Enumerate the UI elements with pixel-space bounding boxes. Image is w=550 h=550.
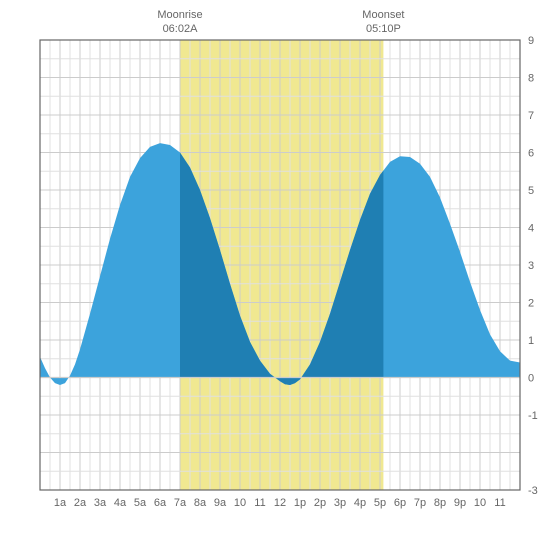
x-tick-label: 7a [174,497,187,509]
y-tick-label: 6 [528,148,534,160]
y-tick-label: 7 [528,110,534,122]
x-tick-label: 11 [254,497,265,509]
y-tick-label: 4 [528,223,534,235]
y-tick-label: -3 [528,485,538,497]
x-tick-label: 3p [334,497,346,509]
y-tick-label: -1 [528,410,538,422]
y-tick-label: 9 [528,35,534,47]
x-tick-label: 9p [454,497,466,509]
moonrise-label: Moonrise [157,9,202,21]
y-tick-label: 8 [528,73,534,85]
x-tick-label: 2p [314,497,326,509]
x-tick-label: 4p [354,497,366,509]
x-tick-label: 5p [374,497,386,509]
moonset-label: Moonset [362,9,404,21]
x-tick-label: 11 [494,497,505,509]
x-tick-label: 8p [434,497,446,509]
y-tick-label: 3 [528,260,534,272]
x-tick-label: 2a [74,497,87,509]
x-tick-label: 5a [134,497,147,509]
x-tick-label: 6p [394,497,406,509]
x-tick-label: 10 [234,497,246,509]
moonrise-time: 06:02A [163,23,199,35]
tide-chart: 1a2a3a4a5a6a7a8a9a1011121p2p3p4p5p6p7p8p… [0,0,550,550]
x-tick-label: 3a [94,497,107,509]
x-tick-label: 12 [274,497,286,509]
x-tick-label: 8a [194,497,207,509]
x-tick-label: 9a [214,497,227,509]
y-tick-label: 0 [528,373,534,385]
x-tick-label: 1p [294,497,306,509]
x-tick-label: 4a [114,497,127,509]
x-tick-label: 10 [474,497,486,509]
x-tick-label: 7p [414,497,426,509]
y-tick-label: 2 [528,298,534,310]
y-tick-label: 5 [528,185,534,197]
x-tick-label: 1a [54,497,67,509]
x-tick-label: 6a [154,497,167,509]
chart-svg: 1a2a3a4a5a6a7a8a9a1011121p2p3p4p5p6p7p8p… [0,0,550,550]
y-tick-label: 1 [528,335,534,347]
moonset-time: 05:10P [366,23,401,35]
